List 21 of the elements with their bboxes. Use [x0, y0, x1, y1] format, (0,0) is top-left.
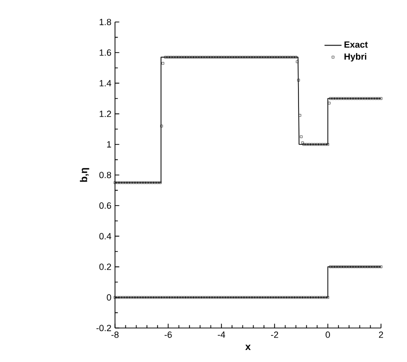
x-tick-label: -2	[271, 332, 278, 338]
x-tick-label: -8	[111, 332, 119, 338]
y-tick-label: 0.4	[99, 233, 112, 240]
y-tick-label: 1	[107, 141, 112, 148]
x-axis-title: x	[245, 344, 251, 350]
y-tick-label: 0	[106, 294, 112, 301]
y-tick-label: 1.4	[100, 80, 112, 86]
legend-label: Exact	[344, 41, 368, 48]
x-tick-label: 0	[326, 332, 330, 338]
legend-label: Hybri	[344, 53, 366, 62]
y-tick-label: 0.2	[99, 264, 112, 270]
y-tick-label: 1.2	[100, 110, 112, 117]
y-tick-label: 0.8	[99, 172, 112, 178]
y-tick-label: 1.6	[100, 49, 112, 56]
x-tick-label: -4	[218, 332, 226, 338]
y-tick-label: 0.6	[99, 202, 112, 209]
x-tick-label: -6	[164, 332, 172, 338]
y-tick-label: -0.2	[96, 324, 112, 332]
y-axis-title: b,η	[80, 168, 90, 182]
y-tick-label: 1.8	[100, 18, 112, 26]
x-tick-label: 2	[378, 332, 384, 338]
